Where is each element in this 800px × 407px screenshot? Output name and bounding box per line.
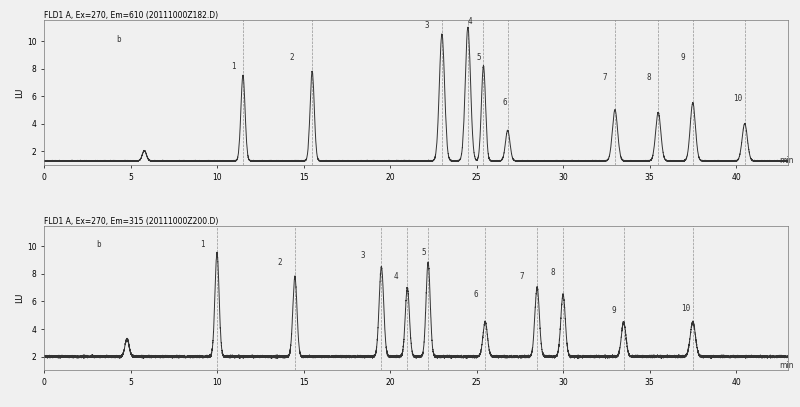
Text: 9: 9	[611, 306, 616, 315]
Text: 8: 8	[646, 73, 650, 82]
Text: 3: 3	[425, 21, 430, 30]
Text: 3: 3	[361, 251, 366, 260]
Text: 2: 2	[278, 258, 282, 267]
Text: FLD1 A, Ex=270, Em=315 (20111000Z200.D): FLD1 A, Ex=270, Em=315 (20111000Z200.D)	[44, 217, 218, 225]
Text: 1: 1	[231, 62, 235, 71]
Text: 7: 7	[603, 73, 607, 82]
Text: min: min	[779, 156, 794, 165]
Text: 1: 1	[200, 240, 204, 249]
Text: 8: 8	[551, 268, 555, 277]
Text: 6: 6	[502, 98, 507, 107]
Y-axis label: LU: LU	[15, 88, 24, 98]
Text: 4: 4	[394, 272, 398, 281]
Text: b: b	[117, 35, 122, 44]
Text: 10: 10	[733, 94, 742, 103]
Text: 7: 7	[520, 272, 525, 281]
Text: 9: 9	[681, 53, 686, 62]
Text: 10: 10	[681, 304, 690, 313]
Text: b: b	[96, 240, 101, 249]
Text: 5: 5	[421, 248, 426, 257]
Text: FLD1 A, Ex=270, Em=610 (20111000Z182.D): FLD1 A, Ex=270, Em=610 (20111000Z182.D)	[44, 11, 218, 20]
Text: 2: 2	[290, 53, 294, 62]
Text: 5: 5	[477, 53, 481, 62]
Text: min: min	[779, 361, 794, 370]
Y-axis label: LU: LU	[15, 293, 24, 303]
Text: 6: 6	[473, 290, 478, 299]
Text: 4: 4	[468, 17, 473, 26]
